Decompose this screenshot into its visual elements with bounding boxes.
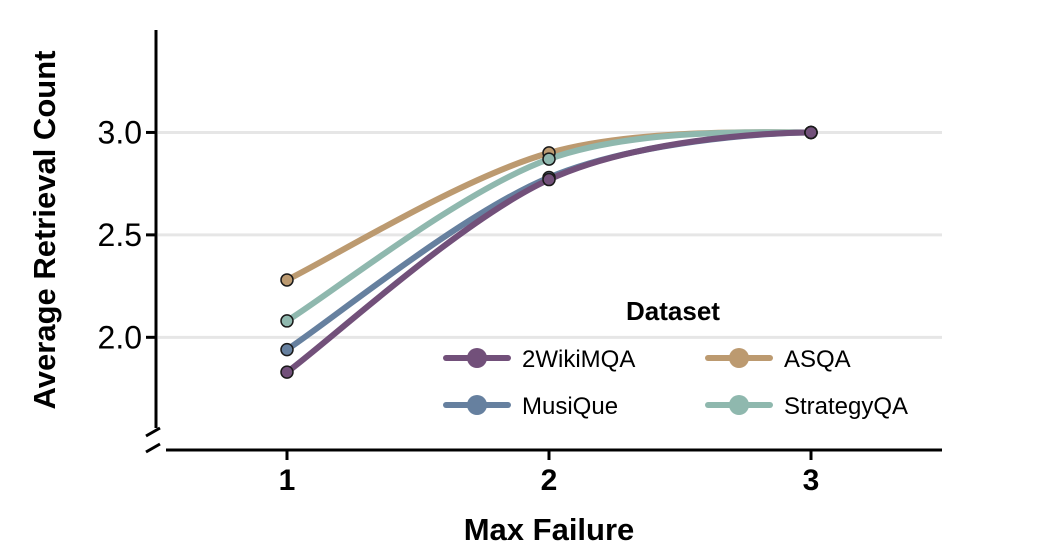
data-point-2wikimqa: [804, 125, 818, 140]
legend-item-musique: MusiQue: [443, 393, 618, 420]
legend-items: 2WikiMQA MusiQue ASQA StrategyQA: [443, 346, 908, 420]
legend-label: ASQA: [784, 346, 851, 373]
x-ticks: 1 2 3: [279, 450, 820, 497]
x-axis-title: Max Failure: [464, 512, 635, 547]
y-tick-label: 2.5: [98, 217, 142, 253]
x-tick-label: 3: [803, 464, 820, 497]
legend-item-asqa: ASQA: [705, 346, 851, 373]
x-tick-label: 2: [541, 464, 558, 497]
data-point-musique: [280, 342, 294, 357]
legend-label: 2WikiMQA: [522, 346, 635, 373]
axis-break-mark: [145, 426, 161, 454]
x-tick-label: 1: [279, 464, 296, 497]
legend-item-strategyqa: StrategyQA: [705, 393, 908, 420]
y-axis-title: Average Retrieval Count: [27, 51, 62, 410]
data-points: [280, 125, 818, 379]
data-point-strategyqa: [542, 152, 556, 166]
y-tick-label: 3.0: [98, 114, 142, 150]
legend-marker: [467, 395, 487, 415]
legend-label: MusiQue: [522, 393, 618, 420]
legend-marker: [729, 348, 749, 368]
legend: Dataset 2WikiMQA MusiQue ASQA StrategyQA: [443, 296, 908, 420]
legend-label: StrategyQA: [784, 393, 908, 420]
data-point-2wikimqa: [542, 172, 556, 187]
axes: [145, 30, 942, 454]
legend-marker: [467, 348, 487, 368]
y-tick-label: 2.0: [98, 319, 142, 355]
data-point-strategyqa: [280, 314, 294, 328]
legend-title: Dataset: [626, 296, 720, 326]
legend-item-2wikimqa: 2WikiMQA: [443, 346, 635, 373]
y-ticks: 2.0 2.5 3.0: [98, 114, 156, 355]
legend-marker: [729, 395, 749, 415]
data-point-asqa: [280, 273, 294, 287]
data-point-2wikimqa: [280, 365, 294, 379]
